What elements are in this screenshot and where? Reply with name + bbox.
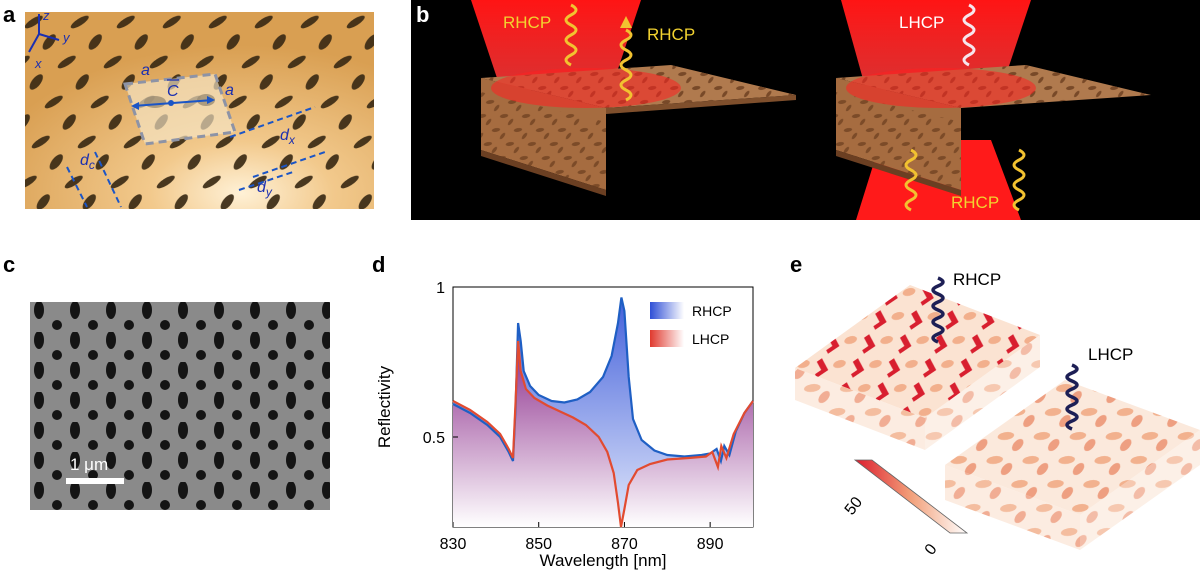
- label-a-top: a: [141, 62, 150, 79]
- svg-text:y: y: [62, 30, 71, 45]
- y-tick-label: 0.5: [423, 430, 445, 447]
- panel-a-metasurface: a a C z y x dc dx dy: [25, 12, 374, 209]
- right-incident-label: LHCP: [899, 13, 944, 32]
- left-reflected-helix: [619, 16, 633, 102]
- legend-swatch-lhcp: [650, 330, 684, 347]
- label-dx: dx: [280, 127, 296, 147]
- x-tick-label: 890: [697, 536, 724, 553]
- panel-e-letter: e: [790, 252, 803, 277]
- label-a-right: a: [225, 82, 234, 99]
- label-c-vector: C: [167, 83, 179, 100]
- right-transmitted-helix-right: [1012, 148, 1026, 212]
- scale-bar: [66, 478, 124, 484]
- legend-label-lhcp: LHCP: [692, 331, 729, 347]
- label-dc: dc: [80, 152, 95, 172]
- right-transmitted-label: RHCP: [951, 193, 999, 212]
- y-tick-label: 1: [436, 280, 445, 297]
- panel-e-field-maps: RHCP LHCP 50 0: [795, 270, 1200, 559]
- x-tick-label: 850: [525, 536, 552, 553]
- colorbar: [853, 459, 969, 534]
- right-transmitted-helix-left: [904, 148, 918, 212]
- colorbar-max-label: 50: [842, 494, 866, 519]
- rhcp-area-fill: [453, 297, 753, 527]
- panel-b-letter: b: [416, 2, 430, 27]
- rhcp-label: RHCP: [953, 270, 1001, 289]
- x-axis: [28, 33, 40, 53]
- x-axis-label: Wavelength [nm]: [540, 551, 667, 570]
- lhcp-helix: [1065, 363, 1079, 431]
- legend-swatch-rhcp: [650, 302, 684, 319]
- right-incident-beam: [841, 0, 1031, 90]
- y-axis: [38, 33, 60, 41]
- label-dy: dy: [257, 179, 273, 199]
- left-incident-label: RHCP: [503, 13, 551, 32]
- panel-d-letter: d: [372, 252, 386, 277]
- lhcp-field-map: [945, 380, 1200, 515]
- colorbar-min-label: 0: [922, 541, 941, 559]
- left-laser-beam: [471, 0, 641, 90]
- panel-b-illustration: RHCP RHCP LHCP RHCP: [411, 0, 1200, 220]
- panel-c-sem-image: 1 μm: [30, 302, 330, 510]
- x-tick-label: 870: [611, 536, 638, 553]
- svg-text:x: x: [34, 56, 42, 71]
- unit-cell: [122, 72, 238, 146]
- y-axis-label: Reflectivity: [375, 365, 394, 448]
- rhcp-field-map: [795, 285, 1040, 418]
- series-line-lhcp: [452, 340, 754, 528]
- panel-c-letter: c: [3, 252, 16, 277]
- scale-bar-label: 1 μm: [70, 455, 108, 474]
- left-reflected-label: RHCP: [647, 25, 695, 44]
- lhcp-area-fill: [453, 341, 753, 527]
- x-tick-label: 830: [440, 536, 467, 553]
- rhcp-helix: [931, 276, 945, 344]
- panel-a-letter: a: [3, 2, 16, 27]
- reflectivity-chart: 830 850 870 890 0.5 1 Wavelength [nm] Reflect…: [375, 280, 754, 570]
- svg-text:z: z: [42, 12, 50, 23]
- lhcp-label: LHCP: [1088, 345, 1133, 364]
- left-incident-helix: [564, 3, 578, 67]
- legend-label-rhcp: RHCP: [692, 303, 732, 319]
- right-incident-helix: [962, 3, 976, 67]
